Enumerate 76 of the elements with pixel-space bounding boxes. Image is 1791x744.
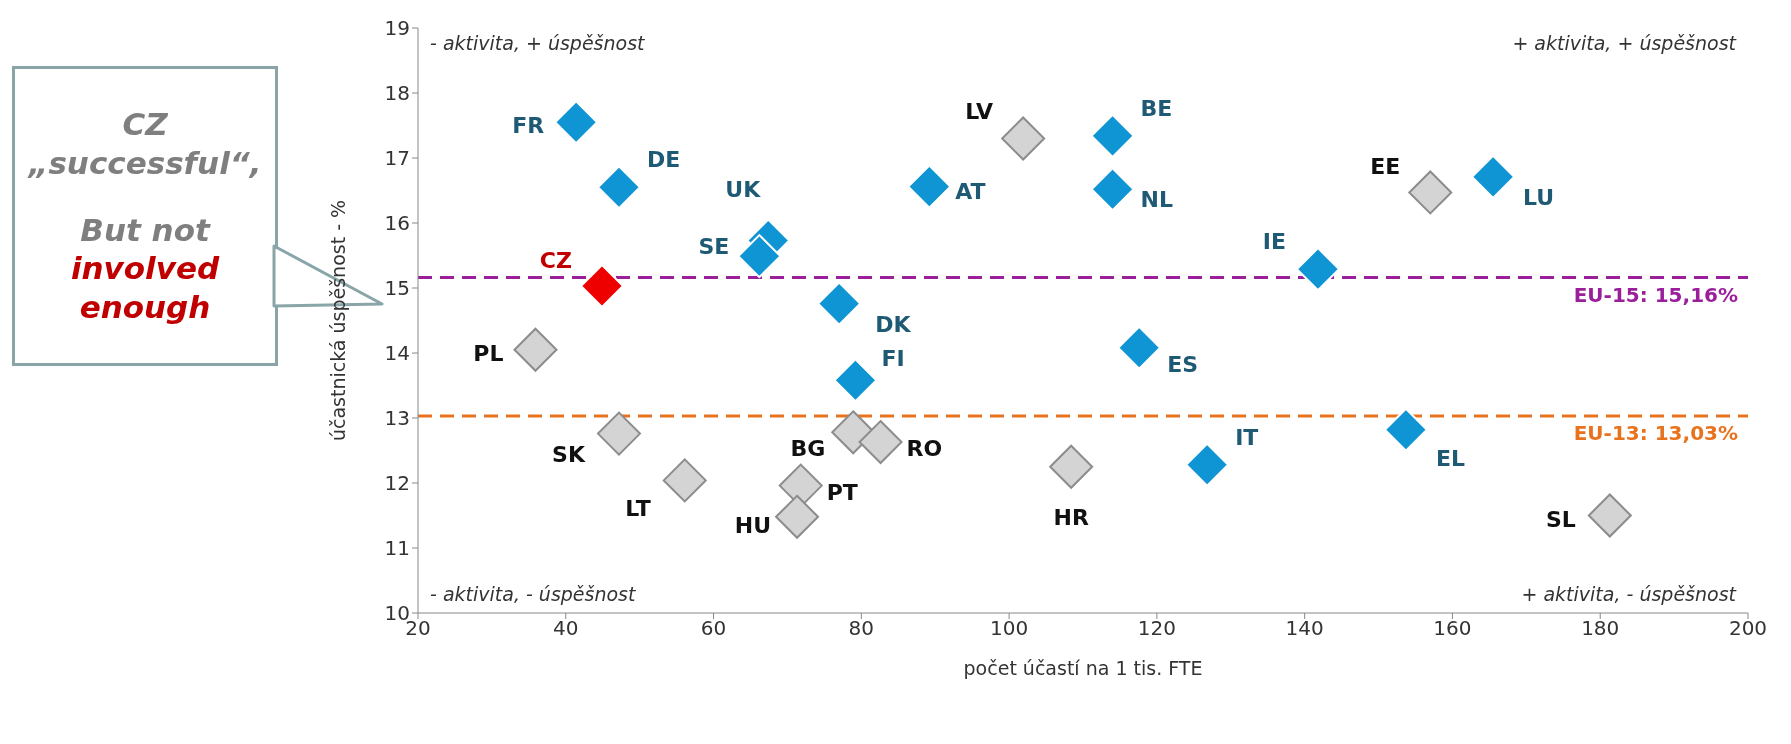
point: [1295, 247, 1340, 292]
annotation: LT: [625, 496, 651, 522]
x-tick-label: 80: [848, 616, 875, 641]
point: [513, 327, 558, 372]
x-tick-label: 60: [700, 616, 727, 641]
y-tick-label: 12: [384, 471, 410, 496]
x-tick-label: 160: [1433, 616, 1472, 641]
point: [662, 458, 707, 503]
annotation: HR: [1053, 504, 1089, 530]
callout-box: CZ „successful“, But not involved enough: [12, 66, 278, 366]
annotation: + aktivita, + úspěšnost: [1512, 32, 1736, 54]
point: [579, 264, 624, 309]
point: [1117, 325, 1162, 370]
x-tick-label: 200: [1728, 616, 1768, 641]
point: [1090, 113, 1135, 158]
point: [596, 411, 641, 456]
x-tick-label: 120: [1137, 616, 1176, 641]
point: [907, 164, 952, 209]
point: [775, 494, 820, 539]
annotation: DK: [875, 311, 912, 337]
annotation: PL: [473, 340, 504, 366]
annotation: DE: [646, 147, 681, 173]
point: [1408, 170, 1453, 215]
ref-line-label: EU-13: 13,03%: [1573, 421, 1738, 446]
annotation: UK: [725, 176, 762, 202]
point: [1383, 407, 1428, 452]
annotation: PT: [826, 479, 858, 505]
annotation: IT: [1235, 424, 1259, 450]
annotation: CZ: [539, 248, 572, 274]
x-tick-label: 140: [1285, 616, 1324, 641]
annotation: - aktivita, + úspěšnost: [430, 32, 645, 54]
annotation: - aktivita, - úspěšnost: [430, 583, 636, 605]
y-tick-label: 15: [384, 276, 410, 301]
x-tick-label: 40: [553, 616, 579, 641]
point: [1090, 167, 1135, 212]
annotation: SK: [552, 441, 586, 467]
annotation: EL: [1435, 445, 1465, 471]
ref-line-label: EU-15: 15,16%: [1573, 282, 1738, 307]
annotation: HU: [734, 512, 772, 538]
point: [554, 100, 599, 145]
annotation: LU: [1523, 184, 1555, 210]
y-axis-title: účastnická úspěšnost - %: [326, 199, 349, 442]
annotation: + aktivita, - úspěšnost: [1521, 583, 1736, 605]
annotation: LV: [965, 98, 994, 124]
point: [737, 234, 782, 279]
y-tick-label: 13: [384, 406, 410, 431]
x-tick-label: 100: [990, 616, 1029, 641]
x-axis-title: počet účastí na 1 tis. FTE: [963, 657, 1203, 679]
y-tick-label: 11: [384, 536, 410, 561]
annotation: BG: [790, 436, 826, 462]
point: [1001, 116, 1046, 161]
annotation: FI: [881, 346, 905, 372]
annotation: AT: [955, 178, 986, 204]
y-tick-label: 14: [384, 341, 410, 366]
point: [833, 358, 878, 403]
x-tick-label: 180: [1581, 616, 1620, 641]
point: [1471, 154, 1516, 199]
annotation: RO: [906, 436, 943, 462]
y-tick-label: 18: [384, 81, 410, 106]
annotation: ES: [1167, 351, 1199, 377]
y-tick-label: 19: [384, 16, 410, 41]
annotation: SL: [1545, 506, 1576, 532]
point: [596, 165, 641, 210]
annotation: NL: [1140, 187, 1173, 213]
annotation: BE: [1140, 95, 1173, 121]
point: [817, 281, 862, 326]
y-tick-label: 17: [384, 146, 410, 171]
annotation: IE: [1262, 229, 1286, 255]
point: [1185, 442, 1230, 487]
y-tick-label: 16: [384, 211, 410, 236]
point: [1587, 493, 1632, 538]
point: [858, 420, 903, 465]
annotation: EE: [1370, 154, 1401, 180]
point: [1049, 444, 1094, 489]
annotation: FR: [512, 113, 545, 139]
annotation: SE: [698, 234, 730, 260]
